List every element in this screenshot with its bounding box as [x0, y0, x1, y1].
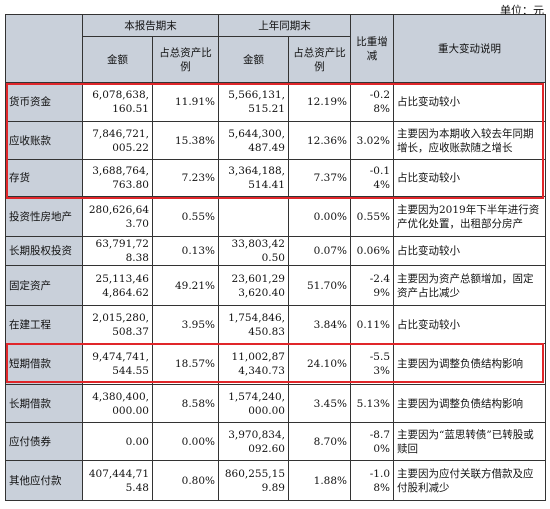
current-ratio-cell: 49.21% — [152, 265, 219, 306]
current-amount-cell: 63,791,728.38 — [82, 236, 153, 266]
prior-amount-cell: 1,574,240,000.00 — [218, 384, 289, 423]
current-ratio-cell: 11.91% — [152, 82, 219, 122]
row-item-name: 固定资产 — [5, 265, 83, 306]
table-row: 存货 3,688,764,763.80 7.23% 3,364,188,514.41 7… — [5, 159, 546, 197]
header-current-period: 本报告期末 — [82, 14, 219, 37]
prior-amount-cell — [218, 196, 289, 237]
prior-amount-cell: 33,803,420.50 — [218, 236, 289, 266]
change-cell: 0.55% — [350, 196, 394, 237]
header-current-amount: 金额 — [82, 36, 153, 83]
header-item — [5, 14, 83, 83]
current-amount-cell: 6,078,638,160.51 — [82, 82, 153, 122]
table-row: 长期借款 4,380,400,000.00 8.58% 1,574,240,000.0… — [5, 384, 546, 423]
prior-amount-cell: 1,754,846,450.83 — [218, 305, 289, 344]
prior-ratio-cell: 51.70% — [288, 265, 351, 306]
prior-amount-cell: 3,364,188,514.41 — [218, 159, 289, 197]
change-cell: -5.53% — [350, 343, 394, 385]
table-row: 应付债券 0.00 0.00% 3,970,834,092.60 8.70% -8.70%… — [5, 422, 546, 461]
explanation-cell: 主要因为资产总额增加，固定资产占比减少 — [393, 265, 546, 306]
change-cell: -1.08% — [350, 460, 394, 501]
prior-ratio-cell: 3.84% — [288, 305, 351, 344]
explanation-cell: 占比变动较小 — [393, 159, 546, 197]
change-cell: -8.70% — [350, 422, 394, 461]
current-ratio-cell: 7.23% — [152, 159, 219, 197]
current-ratio-cell: 0.13% — [152, 236, 219, 266]
row-item-name: 其他应付款 — [5, 460, 83, 501]
prior-ratio-cell: 0.07% — [288, 236, 351, 266]
explanation-cell: 主要因为调整负债结构影响 — [393, 343, 546, 385]
change-cell: -0.28% — [350, 82, 394, 122]
current-ratio-cell: 0.55% — [152, 196, 219, 237]
table-row: 其他应付款 407,444,715.48 0.80% 860,255,159.89 1.… — [5, 460, 546, 501]
prior-ratio-cell: 0.00% — [288, 196, 351, 237]
explanation-cell: 主要因为2019年下半年进行资产优化处置，出租部分房产 — [393, 196, 546, 237]
change-cell: 3.02% — [350, 121, 394, 160]
header-prior-ratio: 占总资产比例 — [288, 36, 351, 83]
explanation-cell: 占比变动较小 — [393, 305, 546, 344]
balance-sheet-table: 本报告期末 上年同期末 比重增减 重大变动说明 金额 占总资产比例 金额 占总资… — [5, 14, 546, 501]
explanation-cell: 占比变动较小 — [393, 82, 546, 122]
header-prior-period: 上年同期末 — [218, 14, 351, 37]
prior-ratio-cell: 7.37% — [288, 159, 351, 197]
header-prior-amount: 金额 — [218, 36, 289, 83]
current-amount-cell: 407,444,715.48 — [82, 460, 153, 501]
prior-ratio-cell: 24.10% — [288, 343, 351, 385]
prior-amount-cell: 860,255,159.89 — [218, 460, 289, 501]
current-amount-cell: 9,474,741,544.55 — [82, 343, 153, 385]
row-item-name: 货币资金 — [5, 82, 83, 122]
prior-ratio-cell: 8.70% — [288, 422, 351, 461]
prior-ratio-cell: 3.45% — [288, 384, 351, 423]
change-cell: -2.49% — [350, 265, 394, 306]
current-amount-cell: 2,015,280,508.37 — [82, 305, 153, 344]
current-amount-cell: 4,380,400,000.00 — [82, 384, 153, 423]
table-row: 短期借款 9,474,741,544.55 18.57% 11,002,874,340… — [5, 343, 546, 385]
unit-label: 单位：元 — [500, 4, 544, 17]
prior-amount-cell: 5,566,131,515.21 — [218, 82, 289, 122]
table-row: 长期股权投资 63,791,728.38 0.13% 33,803,420.50 0.0… — [5, 236, 546, 266]
explanation-cell: 主要因为调整负债结构影响 — [393, 384, 546, 423]
current-amount-cell: 0.00 — [82, 422, 153, 461]
current-ratio-cell: 18.57% — [152, 343, 219, 385]
header-current-ratio: 占总资产比例 — [152, 36, 219, 83]
prior-ratio-cell: 1.88% — [288, 460, 351, 501]
explanation-cell: 主要因为“蓝思转债”已转股或赎回 — [393, 422, 546, 461]
table-row: 货币资金 6,078,638,160.51 11.91% 5,566,131,515.… — [5, 82, 546, 122]
table-row: 固定资产 25,113,464,864.62 49.21% 23,601,293,62… — [5, 265, 546, 306]
explanation-cell: 占比变动较小 — [393, 236, 546, 266]
change-cell: 0.06% — [350, 236, 394, 266]
current-ratio-cell: 0.80% — [152, 460, 219, 501]
row-item-name: 应付债券 — [5, 422, 83, 461]
row-item-name: 应收账款 — [5, 121, 83, 160]
header-change: 比重增减 — [350, 14, 394, 83]
row-item-name: 在建工程 — [5, 305, 83, 344]
header-explanation: 重大变动说明 — [393, 14, 546, 83]
current-ratio-cell: 8.58% — [152, 384, 219, 423]
table-row: 在建工程 2,015,280,508.37 3.95% 1,754,846,450.8… — [5, 305, 546, 344]
prior-amount-cell: 3,970,834,092.60 — [218, 422, 289, 461]
current-ratio-cell: 3.95% — [152, 305, 219, 344]
prior-amount-cell: 23,601,293,620.40 — [218, 265, 289, 306]
explanation-cell: 主要因为本期收入较去年同期增长，应收账款随之增长 — [393, 121, 546, 160]
prior-ratio-cell: 12.19% — [288, 82, 351, 122]
prior-amount-cell: 11,002,874,340.73 — [218, 343, 289, 385]
row-item-name: 长期借款 — [5, 384, 83, 423]
change-cell: 5.13% — [350, 384, 394, 423]
current-ratio-cell: 15.38% — [152, 121, 219, 160]
change-cell: -0.14% — [350, 159, 394, 197]
change-cell: 0.11% — [350, 305, 394, 344]
prior-amount-cell: 5,644,300,487.49 — [218, 121, 289, 160]
row-item-name: 长期股权投资 — [5, 236, 83, 266]
row-item-name: 存货 — [5, 159, 83, 197]
prior-ratio-cell: 12.36% — [288, 121, 351, 160]
current-ratio-cell: 0.00% — [152, 422, 219, 461]
row-item-name: 投资性房地产 — [5, 196, 83, 237]
current-amount-cell: 280,626,643.70 — [82, 196, 153, 237]
current-amount-cell: 3,688,764,763.80 — [82, 159, 153, 197]
current-amount-cell: 7,846,721,005.22 — [82, 121, 153, 160]
current-amount-cell: 25,113,464,864.62 — [82, 265, 153, 306]
table-row: 投资性房地产 280,626,643.70 0.55% 0.00% 0.55% 主要因为2… — [5, 196, 546, 237]
explanation-cell: 主要因为应付关联方借款及应付股利减少 — [393, 460, 546, 501]
table-row: 应收账款 7,846,721,005.22 15.38% 5,644,300,487.… — [5, 121, 546, 160]
row-item-name: 短期借款 — [5, 343, 83, 385]
